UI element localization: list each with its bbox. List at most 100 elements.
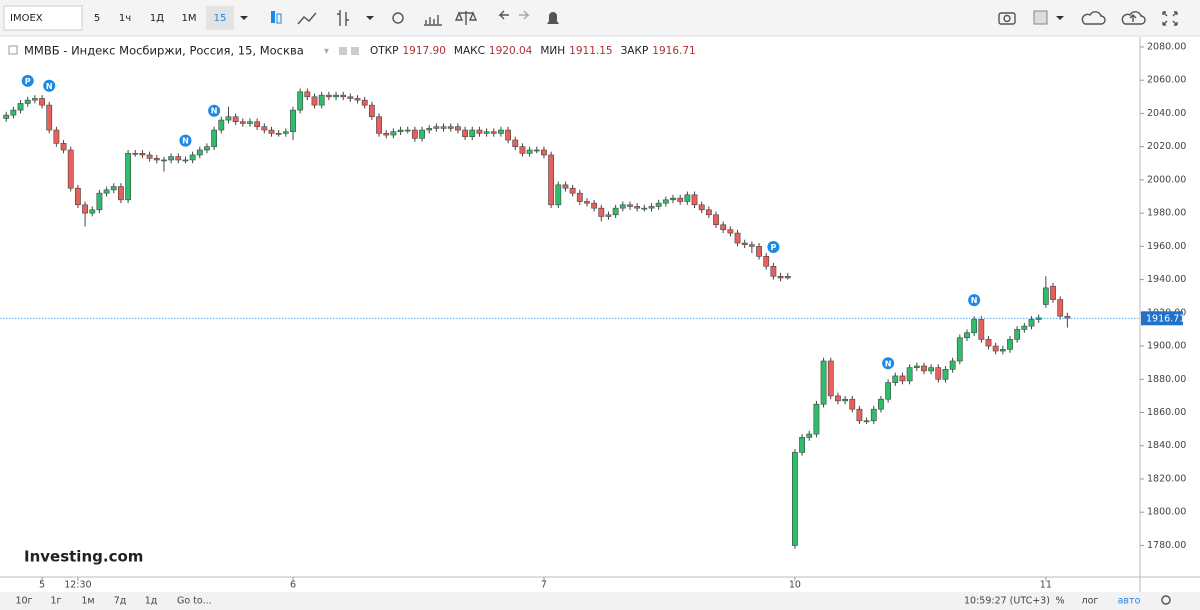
line-icon[interactable] [297, 12, 317, 25]
candle-body [555, 184, 562, 206]
interval[interactable]: 5 [94, 13, 100, 24]
candle-body [720, 224, 727, 231]
candle-body [204, 146, 210, 151]
interval[interactable]: 1Д [150, 13, 164, 24]
event-marker-label: P [770, 243, 776, 252]
candle-body [239, 121, 246, 124]
candle-body [46, 104, 53, 131]
candle-body [756, 246, 762, 257]
goto-button[interactable]: Go to... [177, 596, 212, 607]
candle-body [232, 116, 239, 123]
settings-icon[interactable] [351, 47, 359, 55]
candle-body [569, 187, 576, 194]
candle-body [913, 365, 920, 368]
x-tick-label: 11 [1040, 580, 1052, 591]
candle-icon[interactable] [271, 11, 275, 23]
range-button[interactable]: 1д [145, 596, 158, 607]
candle-body [340, 94, 347, 98]
event-marker[interactable] [767, 240, 780, 253]
alert-icon[interactable] [547, 12, 559, 24]
interval[interactable]: 1М [182, 13, 197, 24]
candle-body [942, 369, 949, 380]
camera-icon[interactable] [998, 12, 1016, 25]
candle-body [541, 149, 547, 156]
symbol-box[interactable] [3, 5, 83, 31]
event-marker[interactable] [968, 294, 981, 307]
event-marker-label: N [46, 82, 53, 91]
compare-icon[interactable] [454, 11, 478, 25]
candle-body [433, 126, 440, 129]
symbol[interactable]: IMOEX [10, 13, 43, 24]
fullscreen-icon[interactable] [1162, 11, 1178, 26]
candle-body [576, 192, 583, 202]
event-marker[interactable] [882, 357, 895, 370]
dropdown[interactable] [1056, 16, 1064, 20]
color-icon[interactable] [1033, 10, 1048, 25]
candle-body [82, 204, 88, 214]
event-marker[interactable] [21, 74, 34, 87]
undo-icon[interactable] [498, 10, 509, 20]
candle-body [921, 365, 927, 372]
event-marker[interactable] [208, 104, 221, 117]
ohlc-label: ОТКР [370, 45, 398, 57]
y-tick-label: 2000.00 [1147, 174, 1186, 185]
watermark: Investing.com [24, 548, 143, 566]
candle-body [268, 129, 275, 134]
scale-option[interactable]: % [1055, 596, 1064, 607]
scale-option[interactable]: авто [1118, 596, 1141, 607]
collapse-icon[interactable] [8, 45, 18, 55]
candle-body [935, 367, 942, 380]
candle-body [591, 202, 598, 209]
visibility-icon[interactable] [339, 47, 347, 55]
candle-body [971, 319, 978, 334]
candle-icon[interactable] [276, 13, 282, 24]
clock: 10:59:27 (UTC+3) [964, 596, 1050, 607]
indicators-icon[interactable] [424, 15, 442, 26]
range-button[interactable]: 10г [15, 596, 32, 607]
candle-body [705, 209, 712, 216]
candle-body [612, 207, 619, 216]
event-marker[interactable] [179, 134, 192, 147]
settings-icon[interactable] [1161, 595, 1171, 605]
interval[interactable]: 15 [214, 13, 227, 24]
candle-body [447, 126, 454, 129]
candle-body [713, 214, 719, 226]
candle-body [24, 99, 31, 104]
x-tick-label: 6 [290, 580, 296, 591]
candle-body [261, 126, 268, 131]
redo-icon[interactable] [519, 10, 530, 20]
range-button[interactable]: 7д [114, 596, 127, 607]
candle-body [1042, 287, 1049, 305]
event-marker-label: N [971, 296, 978, 305]
candle-body [856, 408, 863, 422]
range-button[interactable]: 1г [50, 596, 61, 607]
y-tick-label: 1780.00 [1147, 540, 1186, 551]
candle-body [806, 433, 813, 438]
y-tick-label: 2060.00 [1147, 75, 1186, 86]
candle-body [182, 159, 189, 162]
candle-body [361, 99, 368, 106]
interval[interactable]: 1ч [119, 13, 131, 24]
bars-icon[interactable] [337, 10, 349, 26]
candle-body [813, 403, 820, 435]
cloud-save-icon[interactable] [1121, 11, 1146, 25]
dropdown[interactable] [240, 16, 248, 20]
candle-body [161, 159, 167, 162]
event-marker[interactable] [43, 79, 56, 92]
candle-body [275, 133, 282, 135]
candle-body [368, 104, 375, 118]
scale-option[interactable]: лог [1082, 596, 1099, 607]
settings-icon[interactable] [392, 12, 404, 24]
candle-body [247, 121, 253, 124]
candle-body [684, 194, 691, 202]
x-tick-label: 7 [541, 580, 547, 591]
dropdown[interactable] [366, 16, 374, 20]
candle-body [168, 156, 175, 161]
candle-body [383, 133, 390, 136]
event-marker-label: N [182, 137, 189, 146]
range-button[interactable]: 1м [81, 596, 94, 607]
camera-lens [1003, 14, 1011, 23]
cloud-load-icon[interactable] [1081, 11, 1106, 25]
candle-body [928, 367, 935, 372]
